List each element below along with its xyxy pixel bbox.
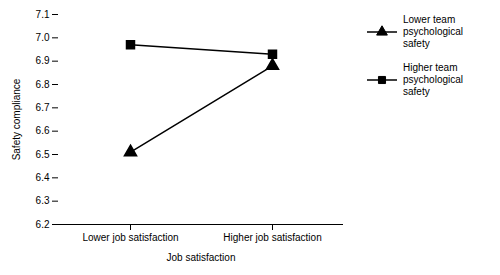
- svg-text:Job satisfaction: Job satisfaction: [167, 252, 236, 263]
- svg-text:7.0: 7.0: [36, 32, 50, 43]
- html-text:Lower team psychological safet: Lower team psychological safety: [403, 14, 463, 49]
- svg-text:6.4: 6.4: [36, 172, 50, 183]
- html-text:Higher team psychological safe: Higher team psychological safety: [403, 62, 463, 97]
- svg-text:6.6: 6.6: [36, 125, 50, 136]
- svg-text:6.2: 6.2: [36, 219, 50, 230]
- svg-text:6.9: 6.9: [36, 55, 50, 66]
- svg-text:6.3: 6.3: [36, 195, 50, 206]
- svg-text:6.8: 6.8: [36, 79, 50, 90]
- svg-text:Lower job satisfaction: Lower job satisfaction: [82, 232, 178, 243]
- svg-text:6.5: 6.5: [36, 149, 50, 160]
- svg-text:Higher job satisfaction: Higher job satisfaction: [223, 232, 321, 243]
- svg-text:7.1: 7.1: [36, 9, 50, 20]
- svg-text:Safety compliance: Safety compliance: [11, 78, 22, 160]
- svg-text:6.7: 6.7: [36, 102, 50, 113]
